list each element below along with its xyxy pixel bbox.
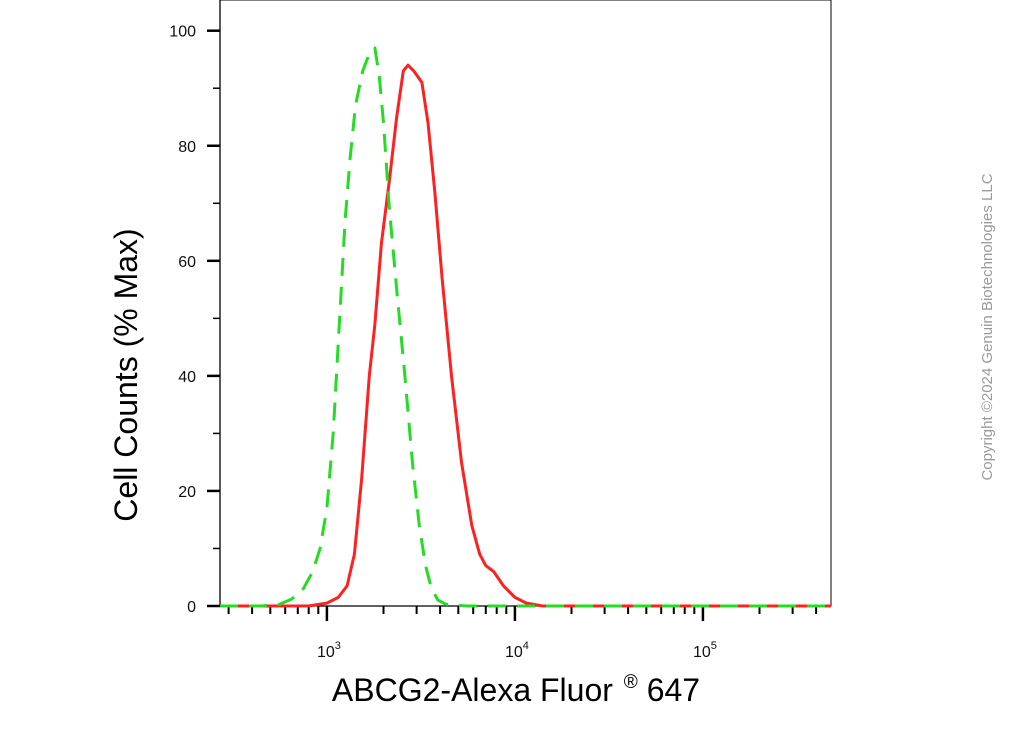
copyright-watermark: Copyright ©2024 Genuin Biotechnologies L…	[979, 173, 996, 480]
x-axis-title-suffix: 647	[647, 672, 700, 708]
y-tick-label: 60	[178, 254, 196, 271]
y-axis-ticks: 0 20 40 60 80 100	[169, 24, 220, 616]
y-tick-label: 40	[178, 369, 196, 386]
y-tick-label: 100	[169, 24, 196, 41]
histogram-series	[220, 46, 831, 608]
x-axis-title: ABCG2-Alexa Fluor ® 647	[332, 659, 700, 708]
control-histogram-line	[220, 46, 831, 608]
x-tick-label: 104	[505, 640, 529, 661]
y-tick-label: 80	[178, 139, 196, 156]
y-tick-label: 20	[178, 484, 196, 501]
sample-histogram-line	[220, 63, 831, 608]
plot-frame	[219, 0, 832, 607]
y-axis-title: Cell Counts (% Max)	[108, 228, 144, 521]
x-tick-label: 103	[317, 640, 341, 661]
x-tick-label: 105	[693, 640, 717, 661]
y-tick-label: 0	[187, 599, 196, 616]
x-axis-ticks: 103 104 105	[227, 606, 818, 661]
x-axis-title-registered-mark: ®	[624, 672, 638, 693]
x-axis-title-main: ABCG2-Alexa Fluor	[332, 672, 613, 708]
